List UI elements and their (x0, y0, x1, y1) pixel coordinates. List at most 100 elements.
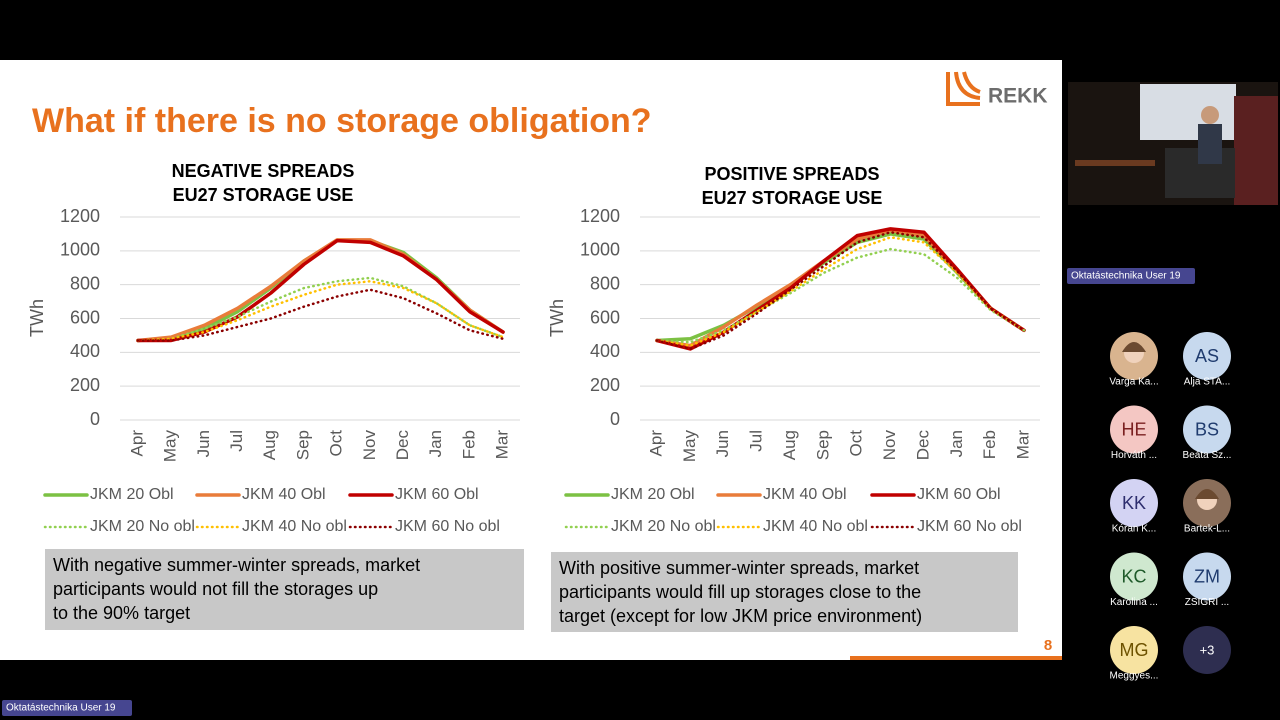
avatar (1110, 405, 1158, 454)
y-tick-label: 1200 (580, 206, 620, 226)
x-tick-label: Jul (227, 430, 246, 452)
note-text: target (except for low JKM price environ… (559, 606, 922, 626)
speaker-label: Oktatástechnika User 19 (1071, 271, 1181, 282)
avatar (1183, 332, 1231, 380)
avatar (1110, 552, 1158, 601)
participant-tile[interactable]: MG Meggyes... (1110, 626, 1159, 682)
presenter-label-bg (2, 700, 132, 716)
x-tick-label: Oct (327, 430, 346, 457)
participant-name: Kóran K... (1112, 524, 1156, 535)
participant-tile[interactable]: KC Karolina ... (1110, 552, 1158, 609)
y-tick-label: 600 (70, 307, 100, 327)
avatar-initials: ZM (1194, 566, 1220, 586)
participant-tile[interactable]: Bartek-L... (1183, 479, 1231, 535)
avatar (1110, 626, 1158, 674)
participant-tile[interactable]: Varga Ka... (1109, 332, 1159, 388)
avatar-initials: MG (1120, 640, 1149, 660)
avatar-hair (1195, 489, 1219, 499)
x-tick-label: Sep (813, 430, 832, 460)
chart-title: NEGATIVE SPREADS (172, 161, 355, 181)
x-tick-label: Mar (1013, 430, 1032, 460)
x-tick-label: Nov (880, 430, 899, 461)
x-tick-label: Jan (947, 430, 966, 457)
series-line (655, 230, 1026, 351)
y-tick-label: 1200 (60, 206, 100, 226)
avatar-initials: HE (1121, 419, 1146, 439)
note-text: With negative summer-winter spreads, mar… (53, 555, 420, 575)
logo-icon (946, 71, 981, 106)
x-tick-label: Aug (260, 430, 279, 460)
avatar-initials: BS (1195, 419, 1219, 439)
page-number: 8 (1044, 637, 1052, 654)
y-axis-label: TWh (547, 299, 567, 337)
legend-label: JKM 60 No obl (917, 518, 1022, 535)
avatar (1110, 479, 1158, 527)
x-tick-label: Oct (847, 430, 866, 457)
x-tick-label: Mar (492, 430, 511, 460)
note-text: participants would fill up storages clos… (559, 582, 921, 602)
chart-subtitle: EU27 STORAGE USE (173, 185, 354, 205)
x-tick-label: May (161, 430, 180, 463)
series-line (136, 276, 505, 342)
slide-title: What if there is no storage obligation? (32, 102, 652, 140)
y-tick-label: 400 (590, 341, 620, 361)
series-line (655, 227, 1026, 351)
participant-tile[interactable]: AS Alja STA... (1183, 332, 1231, 388)
participant-tile[interactable]: HE Horváth ... (1110, 405, 1158, 462)
participant-name: Alja STA... (1184, 377, 1231, 388)
participant-name: Horváth ... (1111, 450, 1157, 461)
x-tick-label: Jun (713, 430, 732, 457)
x-tick-label: Dec (913, 430, 932, 461)
series-line (136, 280, 505, 342)
y-tick-label: 0 (90, 409, 100, 429)
footer-bar (850, 656, 1062, 660)
avatar (1183, 626, 1231, 674)
participant-tile[interactable]: ZM ZSIGRI ... (1183, 552, 1231, 609)
participant-name: Beáta Sz... (1183, 450, 1232, 461)
x-tick-label: Sep (293, 430, 312, 460)
legend-label: JKM 20 Obl (90, 486, 174, 503)
participant-name: Varga Ka... (1109, 377, 1158, 388)
y-tick-label: 1000 (60, 240, 100, 260)
participant-tile[interactable]: KK Kóran K... (1110, 479, 1158, 535)
legend-label: JKM 60 Obl (395, 486, 479, 503)
y-tick-label: 400 (70, 341, 100, 361)
legend-label: JKM 40 Obl (763, 486, 847, 503)
legend-label: JKM 20 Obl (611, 486, 695, 503)
participant-name: ZSIGRI ... (1185, 597, 1229, 608)
participant-name: Karolina ... (1110, 597, 1158, 608)
x-tick-label: Jun (194, 430, 213, 457)
x-tick-label: Apr (646, 430, 665, 457)
x-tick-label: Nov (360, 430, 379, 461)
participant-tile[interactable]: +3 (1183, 626, 1231, 674)
note-text: participants would not fill the storages… (53, 579, 378, 599)
legend-label: JKM 20 No obl (90, 518, 195, 535)
speaker-label-bg (1067, 268, 1195, 284)
note-box (45, 549, 524, 630)
participant-name: Meggyes... (1110, 671, 1159, 682)
participant-name: Bartek-L... (1184, 524, 1230, 535)
y-tick-label: 600 (590, 307, 620, 327)
note-text: With positive summer-winter spreads, mar… (559, 558, 919, 578)
avatar (1183, 405, 1231, 454)
x-tick-label: Feb (459, 430, 478, 459)
series-line (655, 236, 1026, 347)
avatar-hair (1122, 342, 1146, 352)
logo-text: REKK (988, 85, 1048, 108)
note-box (551, 552, 1018, 632)
x-tick-label: Jul (747, 430, 766, 452)
legend-label: JKM 60 Obl (917, 486, 1001, 503)
x-tick-label: Feb (980, 430, 999, 459)
legend-label: JKM 60 No obl (395, 518, 500, 535)
avatar (1183, 552, 1231, 601)
chart-subtitle: EU27 STORAGE USE (702, 188, 883, 208)
participant-tile[interactable]: BS Beáta Sz... (1183, 405, 1232, 462)
x-tick-label: Jan (426, 430, 445, 457)
legend-label: JKM 40 Obl (242, 486, 326, 503)
legend-label: JKM 40 No obl (763, 518, 868, 535)
x-tick-label: May (680, 430, 699, 463)
presenter-label: Oktatástechnika User 19 (6, 703, 116, 714)
y-tick-label: 0 (610, 409, 620, 429)
